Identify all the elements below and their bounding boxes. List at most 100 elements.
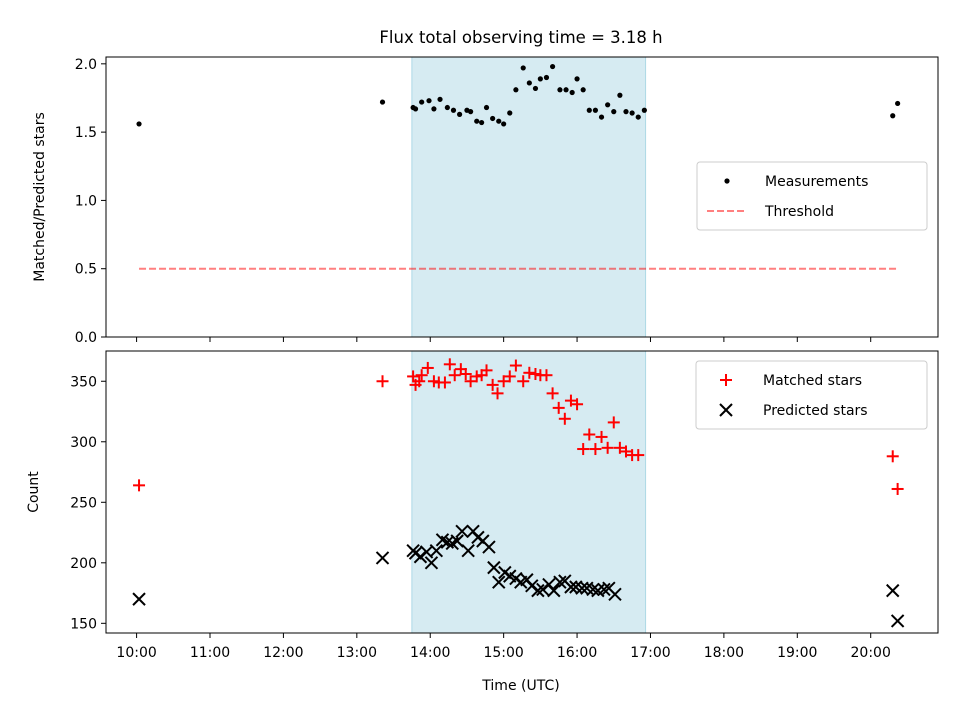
measurement-point — [592, 107, 599, 113]
measurement-point — [580, 87, 586, 93]
measurement-point — [450, 107, 457, 113]
measurement-point — [641, 107, 647, 113]
matched-stars-point — [464, 375, 477, 388]
matched-stars-point — [517, 375, 530, 388]
measurement-point — [586, 107, 592, 113]
predicted-stars-point — [547, 583, 561, 598]
predicted-stars-point — [553, 575, 567, 589]
matched-stars-point — [620, 445, 632, 458]
bottom-y-tick-label: 300 — [70, 435, 97, 451]
x-tick-label: 11:00 — [190, 645, 230, 661]
bottom-y-tick-label: 200 — [70, 556, 97, 572]
matched-stars-point — [891, 482, 904, 495]
top-x-axis — [136, 337, 872, 342]
predicted-stars-point — [455, 524, 469, 539]
measurement-point — [611, 109, 617, 115]
measurement-point — [537, 76, 543, 82]
top-y-tick-label: 2.0 — [75, 57, 97, 73]
measurement-point — [431, 106, 437, 112]
x-tick-label: 13:00 — [337, 645, 377, 661]
measurement-point — [507, 110, 513, 116]
measurement-point — [496, 118, 502, 124]
matched-stars-point — [480, 364, 493, 377]
measurement-point — [501, 121, 507, 127]
predicted-stars-point — [886, 583, 900, 598]
measurement-point — [483, 104, 490, 111]
bottom-legend-box — [695, 360, 928, 430]
matched-stars-point — [632, 449, 645, 462]
predicted-stars-point — [424, 556, 439, 570]
predicted-stars-point — [597, 582, 611, 597]
top-axes-frame — [105, 56, 939, 338]
measurement-point — [490, 115, 496, 122]
top-legend-box — [696, 161, 928, 231]
measurement-point — [549, 63, 556, 70]
bottom-y-tick-label: 250 — [70, 495, 97, 511]
measurement-point — [379, 99, 386, 105]
bottom-y-tick-label: 150 — [70, 616, 97, 632]
bottom-y-tick-label: 350 — [70, 374, 97, 390]
matched-stars-point — [558, 412, 571, 425]
measurement-point — [437, 96, 443, 102]
matched-stars-point — [448, 369, 461, 382]
measurements-legend-marker — [724, 178, 730, 184]
matched-stars-point — [415, 369, 428, 382]
measurement-point — [895, 100, 901, 107]
predicted-stars-point — [375, 551, 390, 565]
measurement-point — [543, 74, 550, 81]
measurement-point — [412, 106, 419, 112]
bottom-panel: 150 200 250 300 350 10:00 11:00 12:00 13:00 14:0… — [26, 350, 939, 694]
measurement-point — [623, 109, 629, 115]
predicted-stars-point — [450, 534, 464, 548]
top-y-axis-label: Matched/Predicted stars — [32, 112, 48, 282]
measurement-point — [520, 65, 526, 71]
measurement-point — [526, 80, 532, 86]
measurement-point — [563, 87, 569, 93]
measurement-point — [574, 76, 580, 82]
matched-stars-point — [413, 375, 426, 388]
x-axis-label: Time (UTC) — [481, 678, 559, 694]
matched-stars-point — [564, 394, 577, 407]
x-tick-label: 18:00 — [704, 645, 744, 661]
top-y-tick-label: 1.0 — [75, 193, 97, 209]
x-tick-label: 10:00 — [116, 645, 156, 661]
threshold-legend-label: Threshold — [764, 204, 834, 220]
matched-stars-point — [407, 370, 420, 383]
measurement-point — [457, 111, 463, 117]
measurement-point — [136, 121, 142, 127]
matched-stars-point — [577, 443, 590, 456]
predicted-stars-legend-marker — [719, 403, 733, 417]
x-tick-label: 19:00 — [777, 645, 817, 661]
top-y-tick-label: 0.5 — [75, 262, 97, 278]
figure-title: Flux total observing time = 3.18 h — [379, 28, 662, 47]
matched-stars-point — [486, 378, 499, 391]
top-legend: Measurements Threshold — [696, 161, 928, 231]
measurement-point — [605, 102, 611, 108]
x-tick-label: 16:00 — [557, 645, 597, 661]
measurements-legend-label: Measurements — [765, 174, 868, 190]
predicted-stars-point — [531, 583, 545, 598]
matched-stars-point — [443, 358, 456, 371]
predicted-stars-point — [487, 560, 501, 575]
matched-stars-point — [613, 441, 626, 454]
x-tick-label: 15:00 — [483, 645, 523, 661]
measurement-point — [569, 89, 575, 96]
measurement-point — [474, 118, 480, 124]
predicted-stars-legend-label: Predicted stars — [763, 403, 868, 419]
matched-stars-point — [523, 366, 536, 379]
predicted-stars-point — [482, 540, 496, 554]
predicted-stars-point — [575, 581, 589, 595]
x-tick-label: 12:00 — [263, 645, 303, 661]
measurement-point — [617, 92, 623, 98]
bottom-y-axis: 150 200 250 300 350 — [70, 374, 106, 632]
predicted-stars-point — [429, 543, 444, 558]
measurement-point — [444, 104, 450, 111]
bottom-plot-area — [132, 358, 905, 628]
bottom-axes-frame — [105, 350, 939, 634]
matched-stars-point — [595, 430, 608, 443]
top-y-axis: 0.0 0.5 1.0 1.5 2.0 — [75, 57, 106, 346]
bottom-y-axis-label: Count — [26, 471, 42, 513]
matched-stars-point — [376, 375, 389, 388]
matched-stars-point — [601, 441, 614, 454]
